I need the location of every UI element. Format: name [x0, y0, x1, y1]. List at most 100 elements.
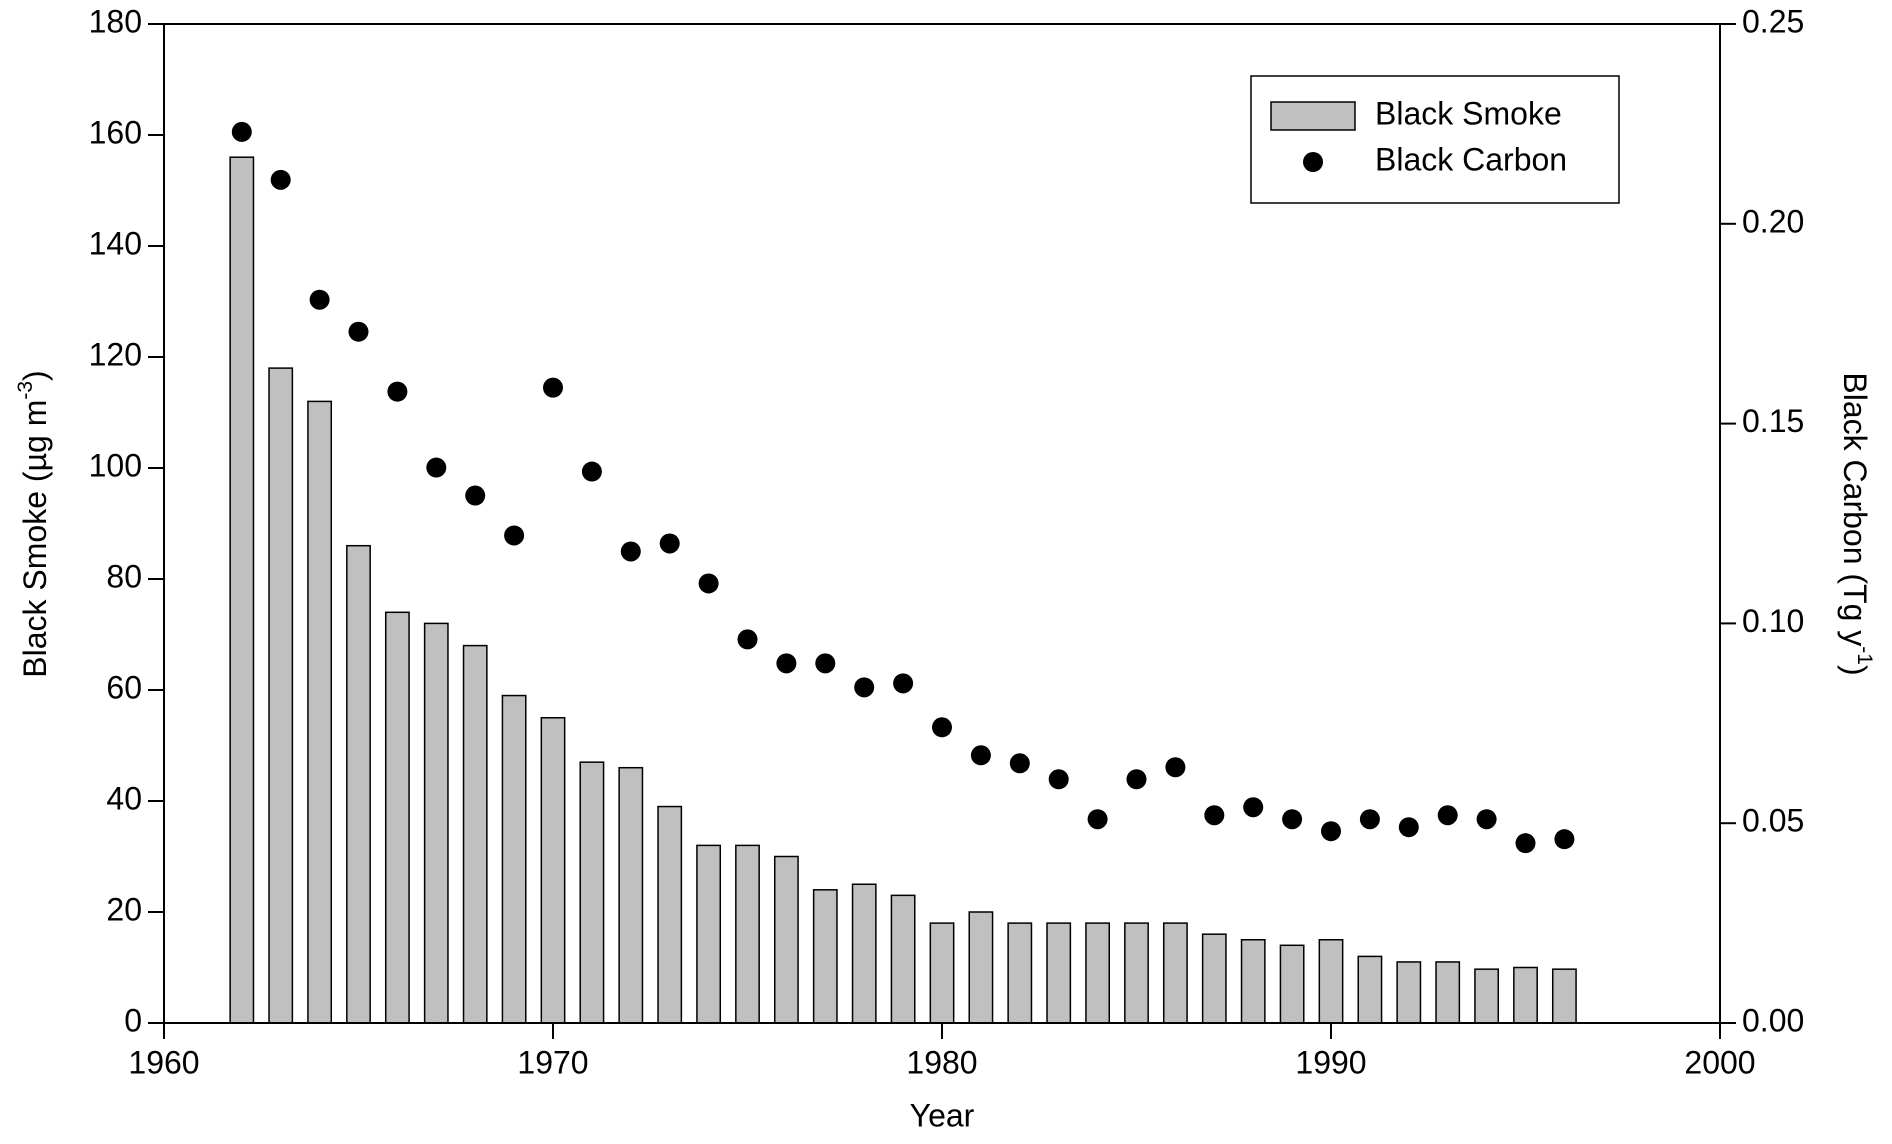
y-label-text: Black Smoke (µg m: [17, 400, 53, 678]
bar: [1279, 944, 1305, 1024]
legend-swatch: [1303, 152, 1323, 172]
point: [465, 485, 486, 506]
bar: [579, 761, 605, 1024]
bar: [1474, 968, 1500, 1024]
y-tick-label: 80: [106, 558, 142, 594]
bar: [929, 922, 955, 1024]
y-tick-label: 0: [124, 1002, 142, 1038]
bar: [229, 156, 255, 1024]
y-tick-label: 20: [106, 891, 142, 927]
y-label-end: ): [17, 370, 53, 381]
point: [1398, 817, 1419, 838]
bar: [968, 911, 994, 1024]
y-tick-label: 40: [106, 780, 142, 816]
x-tick-label: 1990: [1295, 1044, 1366, 1080]
point: [1282, 809, 1303, 830]
point: [893, 673, 914, 694]
point: [620, 541, 641, 562]
y2-label-sup: -1: [1853, 646, 1876, 665]
bar: [1435, 961, 1461, 1024]
point: [854, 677, 875, 698]
legend-label: Black Smoke: [1375, 95, 1562, 131]
bar: [1201, 933, 1227, 1024]
y-tick-label: 140: [89, 225, 142, 261]
point: [231, 121, 252, 142]
bar: [384, 611, 410, 1024]
point: [1165, 757, 1186, 778]
bar: [735, 844, 760, 1024]
bar: [1046, 922, 1072, 1024]
y-tick-label: 160: [89, 114, 142, 150]
point: [1321, 821, 1341, 842]
point: [309, 289, 330, 310]
point: [1515, 833, 1536, 854]
bar: [540, 717, 566, 1024]
bar: [890, 894, 916, 1024]
y2-tick-label: 0.25: [1742, 3, 1804, 39]
point: [426, 457, 447, 478]
point: [387, 381, 408, 402]
y-label-sup: -3: [14, 381, 37, 400]
y2-tick-label: 0.20: [1742, 203, 1804, 239]
bar: [1085, 922, 1111, 1024]
legend-label: Black Carbon: [1375, 141, 1567, 177]
y2-label-end: ): [1837, 665, 1873, 676]
bar: [1318, 939, 1344, 1024]
bar: [1007, 922, 1033, 1024]
point: [1476, 809, 1497, 830]
y-axis-label: Black Smoke (µg m-3): [14, 370, 54, 677]
bar: [346, 544, 371, 1024]
point: [815, 653, 836, 674]
point: [1048, 769, 1069, 790]
y-tick-label: 100: [89, 447, 142, 483]
point: [932, 717, 952, 738]
bar: [1162, 922, 1188, 1024]
point: [543, 377, 563, 398]
point: [970, 745, 991, 766]
legend-box: [1250, 75, 1620, 204]
x-tick-label: 1980: [906, 1044, 977, 1080]
bar: [1240, 939, 1266, 1024]
bar: [423, 622, 449, 1024]
bar: [1513, 966, 1538, 1024]
bar: [501, 694, 527, 1024]
bar: [1551, 968, 1577, 1024]
point: [698, 573, 719, 594]
point: [1204, 805, 1225, 826]
point: [1126, 769, 1147, 790]
x-tick-label: 1960: [128, 1044, 199, 1080]
bar: [307, 400, 333, 1024]
point: [1087, 809, 1108, 830]
y-tick-label: 60: [106, 669, 142, 705]
point: [1437, 805, 1458, 826]
y2-tick-label: 0.05: [1742, 803, 1804, 839]
bar: [268, 367, 294, 1024]
bar: [1124, 922, 1149, 1024]
bar: [812, 889, 838, 1024]
point: [776, 653, 797, 674]
point: [1009, 753, 1030, 774]
bar: [851, 883, 877, 1024]
x-tick-label: 1970: [517, 1044, 588, 1080]
bar: [1357, 955, 1383, 1024]
x-axis-label: Year: [910, 1097, 975, 1133]
x-tick-label: 2000: [1684, 1044, 1755, 1080]
bar: [773, 855, 799, 1024]
bar: [696, 844, 722, 1024]
point: [659, 533, 680, 554]
y-tick-label: 180: [89, 3, 142, 39]
y2-tick-label: 0.15: [1742, 403, 1804, 439]
bar: [618, 766, 644, 1024]
point: [581, 461, 602, 482]
point: [1243, 797, 1264, 818]
bar: [1396, 961, 1422, 1024]
y2-tick-label: 0.00: [1742, 1002, 1804, 1038]
y2-tick-label: 0.10: [1742, 603, 1804, 639]
point: [348, 321, 369, 342]
y2-axis-label: Black Carbon (Tg y-1): [1837, 372, 1877, 675]
point: [504, 525, 525, 546]
y-tick-label: 120: [89, 336, 142, 372]
bar: [462, 644, 488, 1024]
